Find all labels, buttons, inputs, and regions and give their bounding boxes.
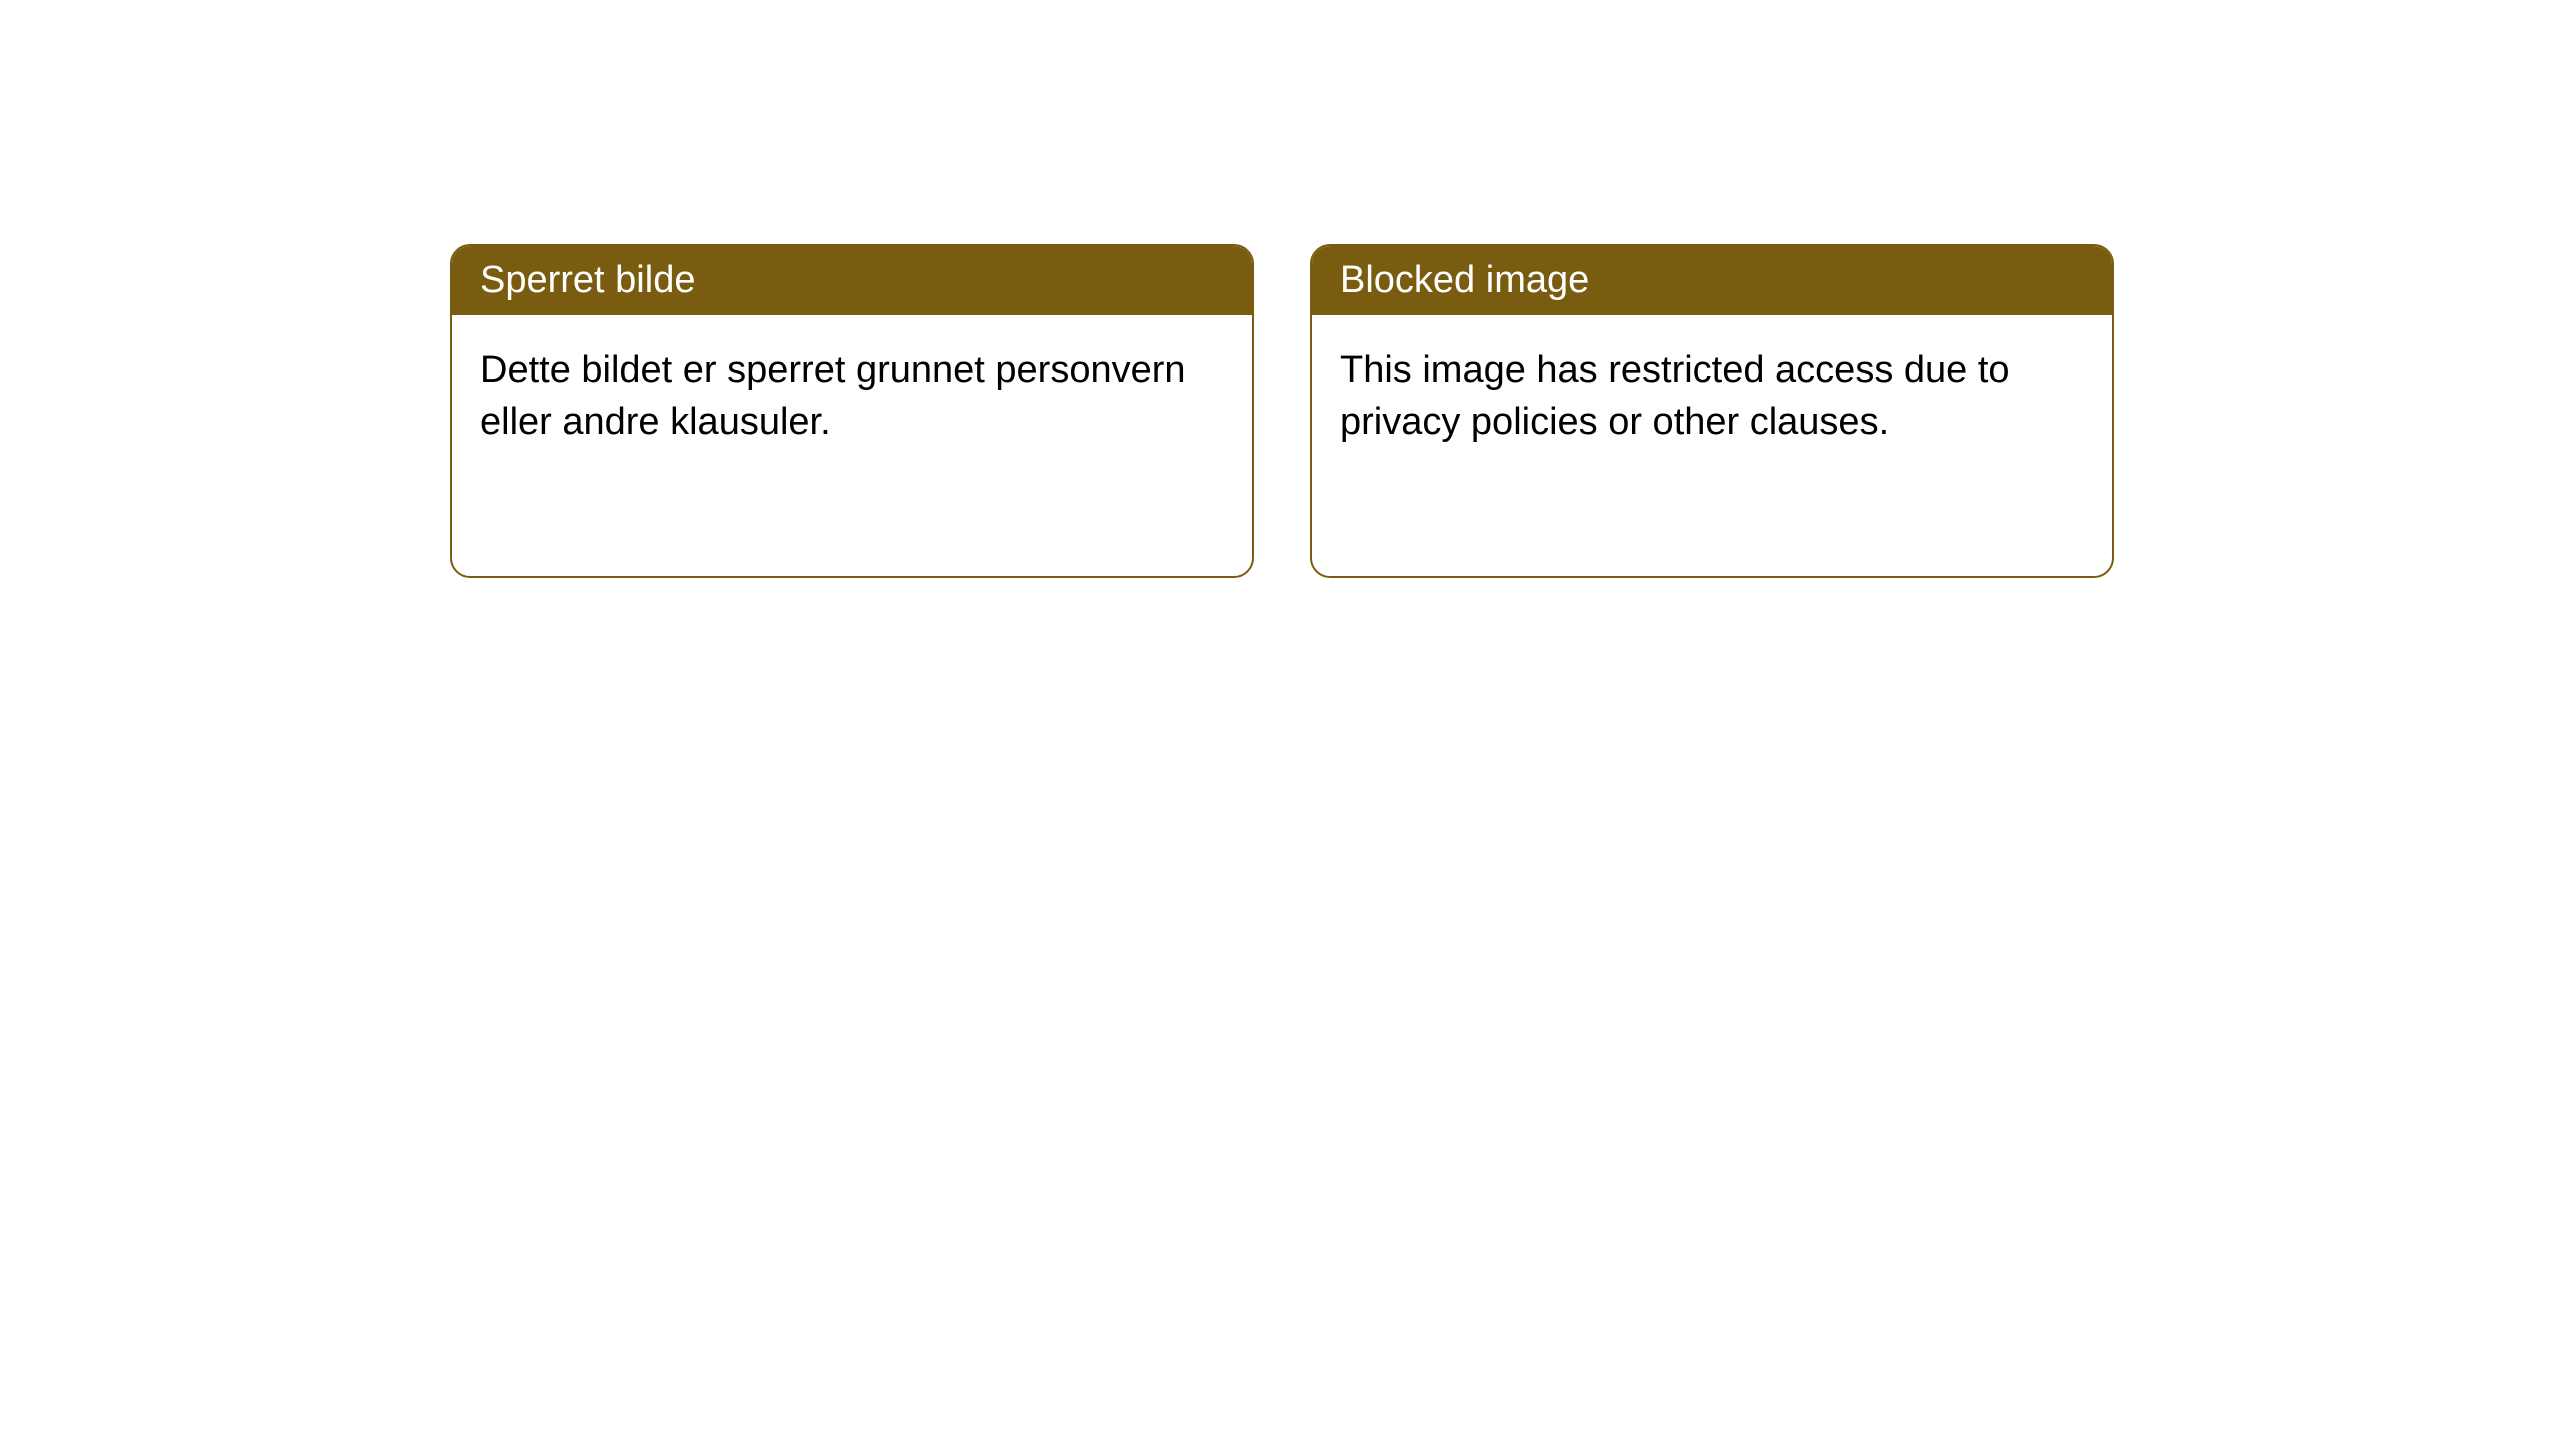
notice-card-english: Blocked image This image has restricted …	[1310, 244, 2114, 578]
notice-header: Sperret bilde	[452, 246, 1252, 315]
notice-card-norwegian: Sperret bilde Dette bildet er sperret gr…	[450, 244, 1254, 578]
notice-container: Sperret bilde Dette bildet er sperret gr…	[0, 0, 2560, 578]
notice-body: This image has restricted access due to …	[1312, 315, 2112, 478]
notice-body-text: This image has restricted access due to …	[1340, 349, 2010, 442]
notice-title: Sperret bilde	[480, 259, 695, 301]
notice-title: Blocked image	[1340, 259, 1589, 301]
notice-header: Blocked image	[1312, 246, 2112, 315]
notice-body: Dette bildet er sperret grunnet personve…	[452, 315, 1252, 478]
notice-body-text: Dette bildet er sperret grunnet personve…	[480, 349, 1186, 442]
